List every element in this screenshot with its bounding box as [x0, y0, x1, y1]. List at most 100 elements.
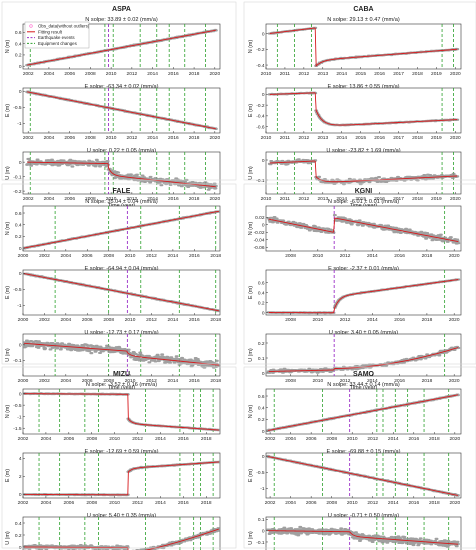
legend-item-obs: Obs_data(without outliers): [29, 24, 90, 29]
x-tick-label: 2016: [374, 71, 385, 77]
legend-box: [24, 21, 90, 49]
y-tick-label: 0.2: [258, 341, 265, 347]
fitting-result-line: [269, 160, 316, 164]
x-tick-label: 2012: [340, 253, 351, 259]
fitting-result-line: [314, 27, 458, 67]
x-tick-label: 2012: [127, 71, 138, 77]
y-tick-label: -0.6: [256, 124, 265, 130]
y-tick-label: 0: [262, 528, 265, 534]
panel-n: 0.02 0-0.02 -0.04-0.06 N (m) 2008 2010 2012 201…: [248, 205, 462, 259]
fitting-result-line: [24, 342, 127, 352]
plot-content: [267, 24, 460, 69]
x-tick-label: 2012: [146, 253, 157, 259]
x-tick-label: 2015: [355, 135, 366, 141]
x-tick-label: 2002: [265, 500, 276, 506]
x-tick-label: 2016: [374, 135, 385, 141]
x-tick-label: 2013: [317, 196, 328, 202]
x-tick-label: 2002: [265, 436, 276, 442]
y-tick-label: -0.02: [254, 230, 265, 236]
x-tick-label: 2014: [147, 196, 158, 202]
panel-e: 0 -0.5 -1 E (m) 2002 2004 2006 2008 2010 2012 2014…: [248, 452, 462, 506]
x-tick-label: 2010: [312, 317, 323, 323]
y-tick-label: 0: [19, 545, 22, 550]
y-tick-label: 0.02: [255, 215, 265, 221]
x-tick-label: 2006: [64, 196, 75, 202]
x-tick-label: 2014: [388, 500, 399, 506]
x-tick-label: 2010: [106, 71, 117, 77]
slope-text-n: N solpe: 33.44 ± 0.14 (mm/a): [327, 382, 400, 388]
slope-text-e: E solpe: 13.86 ± 0.55 (mm/a): [327, 84, 399, 90]
y-tick-label: 0.4: [15, 41, 22, 47]
y-tick-label: 0: [19, 246, 22, 252]
fitting-result-line: [127, 528, 219, 550]
x-tick-label: 2020: [449, 253, 460, 259]
y-tick-label: -0.1: [13, 174, 22, 180]
x-tick-label: 2016: [178, 436, 189, 442]
x-tick-label: 2010: [125, 378, 136, 384]
y-tick-label: 0: [19, 391, 22, 397]
x-tick-label: 2012: [367, 500, 378, 506]
x-tick-label: 2000: [18, 317, 29, 323]
plot-area: [22, 333, 221, 377]
x-tick-label: 2012: [299, 196, 310, 202]
x-tick-label: 2014: [147, 135, 158, 141]
x-tick-label: 2010: [106, 135, 117, 141]
slope-text-e: E solpe: -69.88 ± 0.15 (mm/a): [327, 449, 401, 455]
fitting-result-line: [314, 92, 458, 126]
x-tick-label: 2010: [261, 135, 272, 141]
panel-u: 0.10-0.1-0.2U (m)20022004200620082010201…: [248, 516, 462, 550]
y-tick-label: 0.2: [258, 417, 265, 423]
y-tick-label: -1: [17, 303, 22, 309]
y-axis-label: E (m): [5, 286, 11, 299]
x-tick-label: 2015: [355, 196, 366, 202]
fitting-result-line: [127, 394, 219, 431]
x-tick-label: 2012: [367, 436, 378, 442]
plot-content: [23, 389, 220, 434]
plot-content: [266, 334, 461, 376]
x-tick-label: 2008: [103, 378, 114, 384]
y-tick-label: 0: [262, 429, 265, 435]
station-frame: [1, 366, 237, 549]
slope-text-u: U solpe: 3.40 ± 0.05 (mm/a): [329, 330, 398, 336]
station-title: FALE: [113, 188, 131, 195]
x-tick-label: 2006: [64, 71, 75, 77]
x-tick-label: 2010: [125, 253, 136, 259]
x-tick-label: 2016: [189, 253, 200, 259]
slope-text-n: N solpe: -6.01 ± 0.01 (mm/a): [328, 199, 399, 205]
x-tick-label: 2002: [18, 500, 29, 506]
y-tick-label: -0.5: [13, 105, 22, 111]
plot-content: [266, 389, 460, 434]
station-title: CABA: [353, 6, 373, 13]
legend-item-fit: Fitting result: [27, 29, 63, 34]
slope-text-n: N solpe: -3.52 ± 0.16 (mm/a): [86, 382, 157, 388]
station-title: KGNI: [355, 188, 373, 195]
fitting-result-line: [333, 217, 459, 243]
x-tick-label: 2006: [306, 436, 317, 442]
legend-symbol-obs: [29, 24, 33, 28]
x-tick-label: 2014: [367, 253, 378, 259]
x-tick-label: 2008: [285, 317, 296, 323]
x-tick-label: 2006: [82, 378, 93, 384]
y-axis-label: U (m): [5, 531, 11, 545]
fitting-result-line: [107, 163, 216, 188]
slope-text-e: E solpe: -2.37 ± 0.01 (mm/a): [328, 266, 399, 272]
plot-content: [23, 270, 220, 315]
x-axis-label: Time (year): [108, 385, 136, 391]
y-axis-label: N (m): [5, 222, 11, 236]
x-tick-label: 2008: [86, 500, 97, 506]
x-tick-label: 2018: [422, 317, 433, 323]
y-tick-label: -1: [17, 414, 22, 420]
x-tick-label: 2016: [408, 436, 419, 442]
y-tick-label: 0: [262, 31, 265, 37]
x-axis-label: Time (year): [350, 385, 378, 391]
x-tick-label: 2012: [127, 135, 138, 141]
fitting-result-line: [349, 531, 458, 545]
panel-n: 0.6 0.4 0.2 0 N (m) 2002 2004 2006 2008 2010 2012 2…: [248, 388, 462, 442]
panel-n: 0 -0.5 -1 -1.5 N (m) 2002 2004 2006 2008 2010 2012…: [5, 388, 221, 442]
panel-n: 0 -0.2 -0.4 N (m) 2010 2011 2012 2013 2014 2015 20…: [248, 23, 462, 77]
x-tick-label: 2018: [412, 196, 423, 202]
panel-u: 0.40.20U (m)2002200420062008201020122014…: [5, 516, 221, 550]
x-tick-label: 2020: [209, 135, 220, 141]
